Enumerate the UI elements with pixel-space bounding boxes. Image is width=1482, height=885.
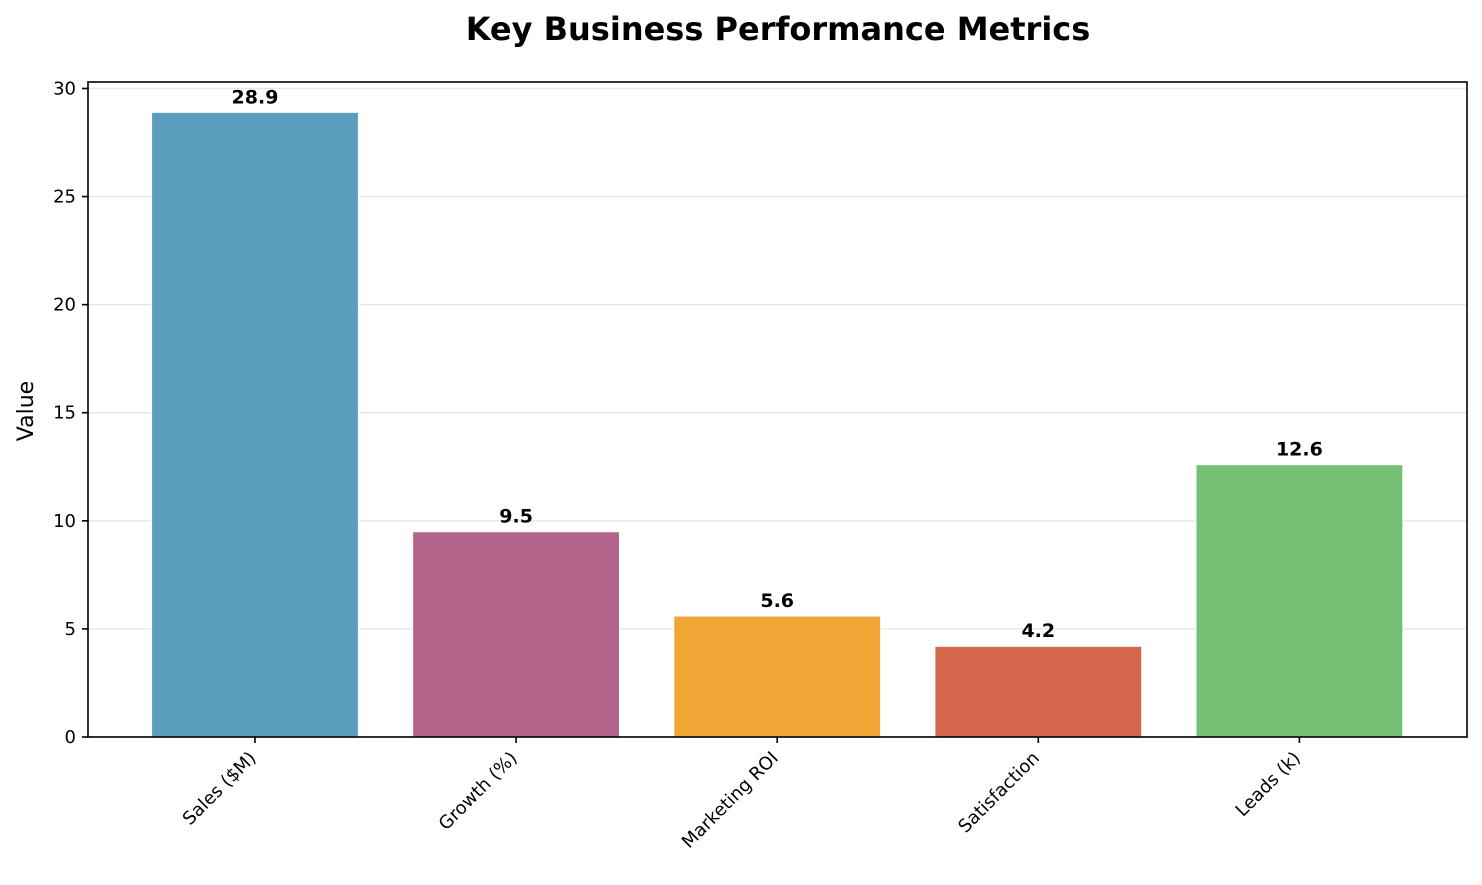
bar-3 bbox=[673, 615, 882, 738]
y-tick-label: 5 bbox=[65, 619, 76, 640]
x-tick-label: Satisfaction bbox=[954, 748, 1044, 838]
y-axis-label: Value bbox=[14, 381, 39, 441]
bar-5 bbox=[1195, 464, 1404, 738]
y-tick-label: 30 bbox=[53, 78, 76, 99]
y-tick-label: 20 bbox=[53, 295, 76, 316]
x-tick-label: Sales ($M) bbox=[179, 748, 261, 830]
y-tick-label: 0 bbox=[65, 727, 76, 748]
x-tick-label: Leads (k) bbox=[1232, 748, 1305, 821]
value-labels: 28.9 9.5 5.6 4.2 12.6 bbox=[232, 86, 1323, 642]
bar-4 bbox=[934, 645, 1143, 738]
value-label-2: 9.5 bbox=[499, 506, 533, 528]
value-label-1: 28.9 bbox=[232, 86, 279, 108]
y-tick-label: 25 bbox=[53, 187, 76, 208]
value-label-4: 4.2 bbox=[1021, 620, 1055, 642]
x-tick-label: Growth (%) bbox=[435, 748, 522, 835]
value-label-3: 5.6 bbox=[760, 590, 794, 612]
bar-2 bbox=[412, 531, 621, 738]
x-tick-label: Marketing ROI bbox=[678, 748, 783, 853]
y-tick-label: 10 bbox=[53, 511, 76, 532]
y-tick-label: 15 bbox=[53, 403, 76, 424]
chart-title: Key Business Performance Metrics bbox=[466, 10, 1091, 48]
bars bbox=[150, 111, 1404, 738]
x-axis-ticks: Sales ($M) Growth (%) Marketing ROI Satisfa… bbox=[179, 737, 1305, 853]
bar-1 bbox=[150, 111, 360, 738]
y-axis-ticks: 0 5 10 15 20 25 30 bbox=[53, 78, 88, 748]
value-label-5: 12.6 bbox=[1276, 439, 1323, 461]
